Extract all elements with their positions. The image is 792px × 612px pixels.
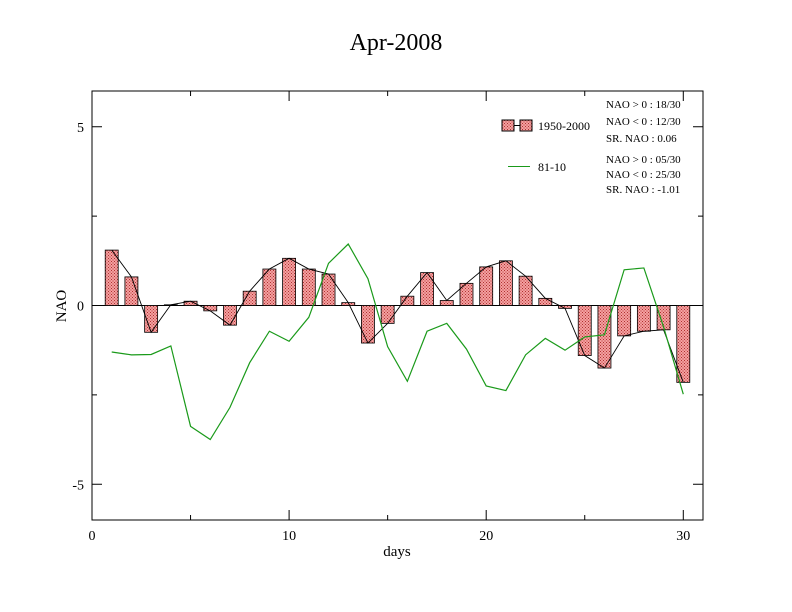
stat-text: SR. NAO : -1.01 xyxy=(606,184,680,196)
legend-bar-swatch xyxy=(501,119,515,132)
bar xyxy=(282,257,297,306)
bar xyxy=(479,266,494,306)
bar xyxy=(577,305,592,356)
bar xyxy=(400,295,415,306)
y-tick-label: 0 xyxy=(77,300,84,315)
y-axis-label: NAO xyxy=(54,290,70,323)
bar xyxy=(361,305,375,344)
bar xyxy=(538,297,553,306)
stat-text: NAO < 0 : 25/30 xyxy=(606,169,681,181)
y-tick-label: -5 xyxy=(72,478,84,493)
bar xyxy=(124,276,139,306)
bar xyxy=(439,300,454,306)
bar xyxy=(617,305,632,337)
bar xyxy=(498,260,513,306)
bar xyxy=(104,249,119,306)
legend-label-1950-2000: 1950-2000 xyxy=(538,119,590,133)
stat-text: SR. NAO : 0.06 xyxy=(606,133,677,145)
x-tick-label: 30 xyxy=(676,529,690,544)
x-tick-label: 10 xyxy=(282,529,296,544)
x-tick-label: 0 xyxy=(89,529,96,544)
y-tick-label: 5 xyxy=(77,121,84,136)
legend-label-81-10: 81-10 xyxy=(538,160,566,174)
bar xyxy=(518,275,533,306)
stat-text: NAO < 0 : 12/30 xyxy=(606,116,681,128)
bar-series-1950-2000 xyxy=(104,249,691,383)
bar xyxy=(636,305,651,332)
bar xyxy=(321,273,336,306)
x-axis-label: days xyxy=(383,544,411,560)
legend: 1950-2000 81-10 NAO > 0 : 18/30 NAO < 0 … xyxy=(501,99,681,196)
line-series-81-10 xyxy=(111,243,684,441)
bar xyxy=(301,268,316,306)
stat-text: NAO > 0 : 05/30 xyxy=(606,154,681,166)
legend-bar-swatch xyxy=(519,119,533,132)
bar xyxy=(459,282,474,306)
bar xyxy=(597,305,612,369)
bar xyxy=(380,305,395,324)
stat-text: NAO > 0 : 18/30 xyxy=(606,99,681,111)
bar-outline-line xyxy=(111,249,684,383)
line-81-10 xyxy=(111,243,684,441)
chart-title: Apr-2008 xyxy=(350,30,443,56)
axis-ticks: 0 10 20 30 -5 0 5 xyxy=(72,91,703,544)
x-tick-label: 20 xyxy=(479,529,493,544)
bar-series-outline xyxy=(111,249,684,383)
